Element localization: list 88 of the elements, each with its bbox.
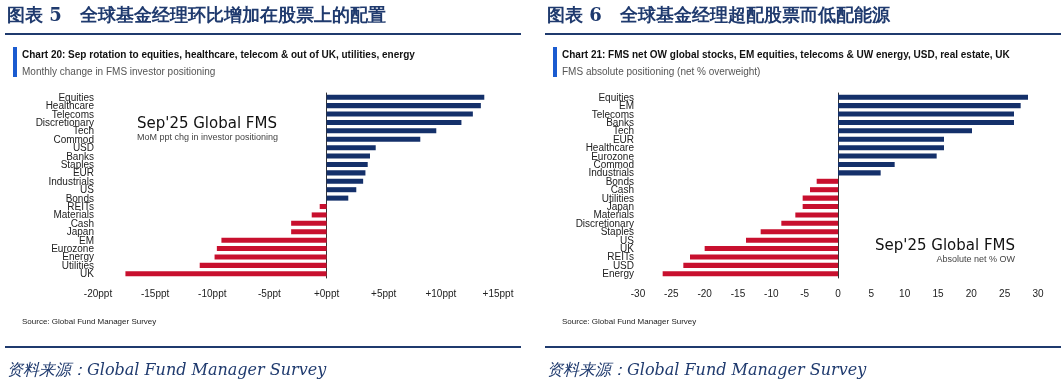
bar [319, 204, 327, 210]
bar [760, 229, 838, 235]
x-tick-label: +10ppt [425, 287, 457, 299]
text: 资料来源：Global Fund Manager Survey [7, 360, 327, 381]
y-tick-label: Eurozone [51, 243, 95, 255]
bar [838, 111, 1014, 117]
bar [326, 161, 368, 167]
bar [690, 254, 838, 260]
text: Monthly change in FMS investor positioning [22, 66, 216, 77]
bar [838, 145, 944, 151]
bar [838, 153, 937, 159]
bar [838, 94, 1028, 100]
annotation: Sep'25 Global FMS [875, 236, 1015, 254]
x-tick-label: -20ppt [83, 287, 113, 299]
bar [326, 195, 349, 201]
annotation: Sep'25 Global FMS [137, 114, 277, 132]
x-tick-label: 30 [1032, 287, 1044, 299]
bar [326, 178, 364, 184]
x-tick-label: +15ppt [482, 287, 514, 299]
x-tick-label: -10 [764, 287, 779, 299]
bar [838, 128, 972, 134]
x-tick-label: 15 [932, 287, 944, 299]
y-tick-label: Equities [58, 91, 94, 103]
bar [838, 103, 1021, 109]
bar [326, 170, 366, 176]
y-tick-label: Commod [53, 133, 94, 145]
bar [810, 187, 838, 193]
bar [802, 204, 838, 210]
bar [291, 229, 327, 235]
bar [683, 262, 838, 268]
text: 资料来源：Global Fund Manager Survey [547, 360, 867, 381]
source-note: Source: Global Fund Manager Survey [22, 317, 157, 326]
y-tick-label: UK [80, 268, 95, 280]
bar [838, 136, 944, 142]
bar [326, 103, 481, 109]
x-tick-label: -15 [730, 287, 746, 299]
bar [838, 119, 1014, 125]
chart-title: 图表 6 全球基金经理超配股票而低配能源 [547, 3, 890, 27]
x-tick-label: 5 [868, 287, 875, 299]
bar [326, 136, 421, 142]
text: FMS absolute positioning (net % overweight) [562, 66, 761, 77]
annotation: Absolute net % OW [936, 254, 1015, 264]
bar [326, 119, 462, 125]
bar [326, 128, 437, 134]
bar [221, 237, 327, 243]
bar [326, 145, 376, 151]
x-tick-label: -25 [664, 287, 679, 299]
chart-subtitle: Chart 21: FMS net OW global stocks, EM equities, telecoms & UW energy, USD, real estate, UK [562, 49, 1010, 60]
bar [326, 153, 370, 159]
x-tick-label: -20 [697, 287, 713, 299]
y-tick-label: Discretionary [575, 217, 634, 229]
bar [214, 254, 327, 260]
bar [838, 170, 881, 176]
x-tick-label: -15ppt [140, 287, 170, 299]
bar [816, 178, 838, 184]
bar [291, 220, 327, 226]
x-tick-label: +5ppt [371, 287, 397, 299]
x-tick-label: -10ppt [198, 287, 227, 299]
chart-title: 图表 5 全球基金经理环比增加在股票上的配置 [7, 3, 386, 27]
bar [311, 212, 327, 218]
x-tick-label: -5 [800, 287, 810, 299]
source-note: Source: Global Fund Manager Survey [562, 317, 697, 326]
bar [216, 246, 327, 252]
y-tick-label: Industrials [48, 175, 94, 187]
bar [326, 94, 485, 100]
x-tick-label: -30 [630, 287, 646, 299]
bar [125, 271, 327, 277]
x-tick-label: -5ppt [258, 287, 282, 299]
bar [326, 111, 473, 117]
bar [795, 212, 838, 218]
bar [199, 262, 327, 268]
bar [781, 220, 838, 226]
y-tick-label: Energy [602, 268, 634, 280]
bar [746, 237, 838, 243]
x-tick-label: 25 [999, 287, 1011, 299]
x-tick-label: 20 [965, 287, 978, 299]
bar [326, 187, 357, 193]
y-tick-label: Equities [598, 91, 634, 103]
x-tick-label: +0ppt [313, 287, 340, 299]
chart-subtitle: Chart 20: Sep rotation to equities, healthcare, telecom & out of UK, utilities, energy [22, 49, 415, 60]
x-tick-label: 10 [899, 287, 911, 299]
bar [662, 271, 838, 277]
bar [838, 161, 895, 167]
annotation: MoM ppt chg in investor positioning [137, 132, 279, 142]
bar [802, 195, 838, 201]
x-tick-label: 0 [835, 287, 842, 299]
y-tick-label: Japan [606, 201, 634, 213]
bar [704, 246, 838, 252]
